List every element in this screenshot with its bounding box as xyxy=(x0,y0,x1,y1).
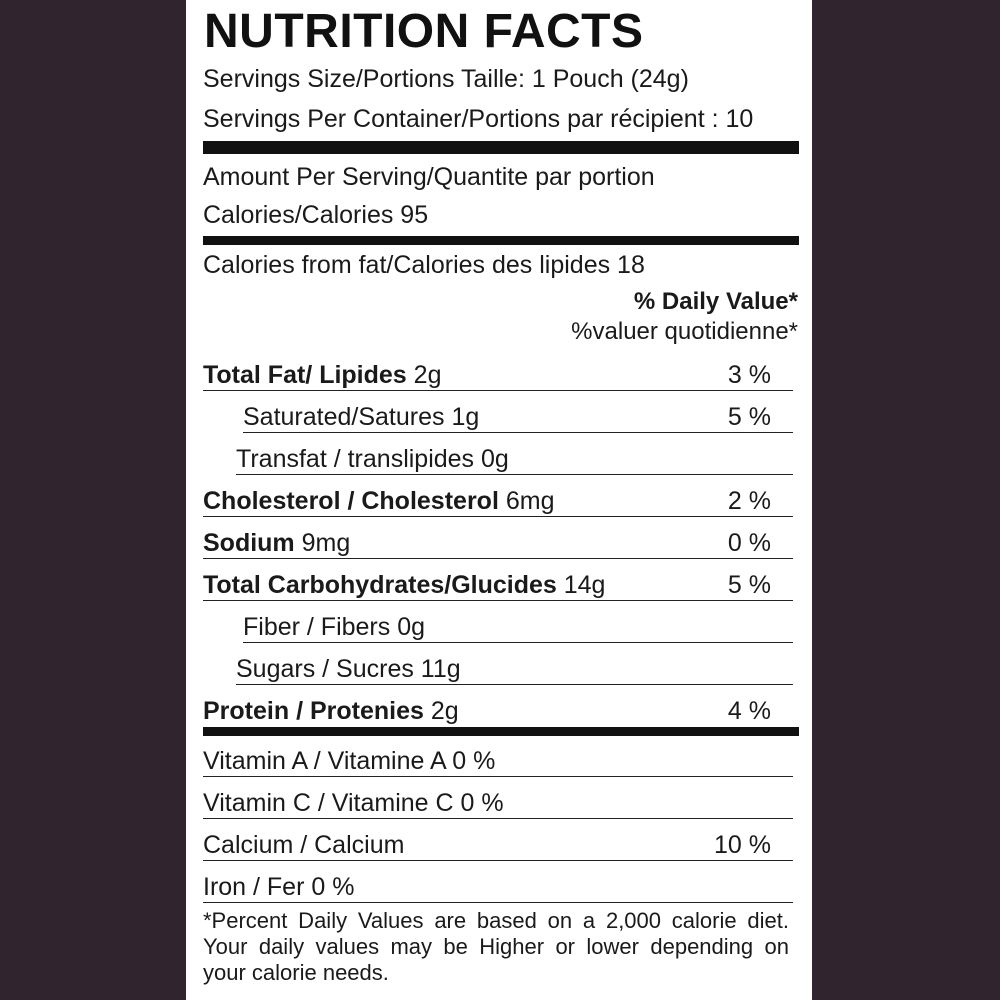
nutrient-row: Protein / Protenies 2g 4 % xyxy=(203,688,793,726)
nutrient-daily-value: 3 % xyxy=(727,361,771,389)
label-title: NUTRITION FACTS xyxy=(204,5,644,58)
nutrient-name: Sugars / Sucres 11g xyxy=(236,654,461,684)
servings-per-container: Servings Per Container/Portions par réci… xyxy=(203,105,754,133)
calories: Calories/Calories 95 xyxy=(203,201,429,229)
nutrient-row: Saturated/Satures 1g 5 % xyxy=(243,394,793,433)
nutrient-daily-value: 4 % xyxy=(727,697,771,725)
vitamin-daily-value: 10 % xyxy=(714,831,771,859)
daily-value-header: % Daily Value* xyxy=(633,288,798,315)
nutrient-name: Total Fat/ Lipides 2g xyxy=(203,360,441,390)
nutrient-amount: 9mg xyxy=(294,529,351,557)
vitamin-row: Iron / Fer 0 % xyxy=(203,864,793,903)
nutrient-amount: Transfat / translipides 0g xyxy=(236,445,509,473)
nutrient-row: Sodium 9mg 0 % xyxy=(203,520,793,559)
nutrient-name: Fiber / Fibers 0g xyxy=(243,612,425,642)
nutrient-row: Transfat / translipides 0g xyxy=(236,436,793,475)
nutrient-daily-value: 0 % xyxy=(727,529,771,557)
vitamin-name: Vitamin C / Vitamine C 0 % xyxy=(203,789,504,817)
nutrient-bold-label: Cholesterol / Cholesterol xyxy=(203,487,499,515)
nutrient-amount: Saturated/Satures 1g xyxy=(243,403,480,431)
nutrient-name: Saturated/Satures 1g xyxy=(243,402,479,432)
nutrient-amount: Fiber / Fibers 0g xyxy=(243,613,426,641)
vitamin-name: Calcium / Calcium xyxy=(203,831,405,859)
nutrient-row: Sugars / Sucres 11g xyxy=(236,646,793,685)
nutrient-amount: Sugars / Sucres 11g xyxy=(236,655,461,683)
nutrient-name: Transfat / translipides 0g xyxy=(236,444,509,474)
amount-per-serving: Amount Per Serving/Quantite par portion xyxy=(203,163,655,191)
serving-size: Servings Size/Portions Taille: 1 Pouch (… xyxy=(203,65,689,93)
nutrient-row: Total Fat/ Lipides 2g 3 % xyxy=(203,352,793,391)
nutrient-bold-label: Sodium xyxy=(203,529,295,557)
nutrient-bold-label: Total Fat/ Lipides xyxy=(203,361,407,389)
calories-from-fat: Calories from fat/Calories des lipides 1… xyxy=(203,251,645,279)
vitamin-name: Vitamin A / Vitamine A 0 % xyxy=(203,747,496,775)
thick-divider xyxy=(203,141,799,154)
nutrient-row: Total Carbohydrates/Glucides 14g 5 % xyxy=(203,562,793,601)
nutrient-daily-value: 5 % xyxy=(727,403,771,431)
nutrient-bold-label: Protein / Protenies xyxy=(203,697,424,725)
vitamin-row: Vitamin A / Vitamine A 0 % xyxy=(203,738,793,777)
nutrient-name: Protein / Protenies 2g xyxy=(203,696,459,726)
nutrient-bold-label: Total Carbohydrates/Glucides xyxy=(203,571,557,599)
nutrient-row: Fiber / Fibers 0g xyxy=(243,604,793,643)
nutrient-row: Cholesterol / Cholesterol 6mg 2 % xyxy=(203,478,793,517)
nutrient-name: Cholesterol / Cholesterol 6mg xyxy=(203,486,554,516)
nutrient-amount: 6mg xyxy=(498,487,555,515)
nutrient-amount: 2g xyxy=(423,697,459,725)
nutrient-name: Total Carbohydrates/Glucides 14g xyxy=(203,570,605,600)
medium-divider xyxy=(203,236,799,245)
vitamin-row: Calcium / Calcium 10 % xyxy=(203,822,793,861)
vitamin-divider xyxy=(203,727,799,736)
nutrition-label: NUTRITION FACTS Servings Size/Portions T… xyxy=(186,0,812,1000)
daily-value-header-fr: %valuer quotidienne* xyxy=(571,318,798,345)
nutrient-daily-value: 5 % xyxy=(727,571,771,599)
vitamin-row: Vitamin C / Vitamine C 0 % xyxy=(203,780,793,819)
nutrient-daily-value: 2 % xyxy=(727,487,771,515)
nutrient-name: Sodium 9mg xyxy=(203,528,350,558)
nutrient-amount: 2g xyxy=(406,361,442,389)
footnote: *Percent Daily Values are based on a 2,0… xyxy=(203,908,789,985)
vitamin-name: Iron / Fer 0 % xyxy=(203,873,355,901)
nutrient-amount: 14g xyxy=(556,571,606,599)
